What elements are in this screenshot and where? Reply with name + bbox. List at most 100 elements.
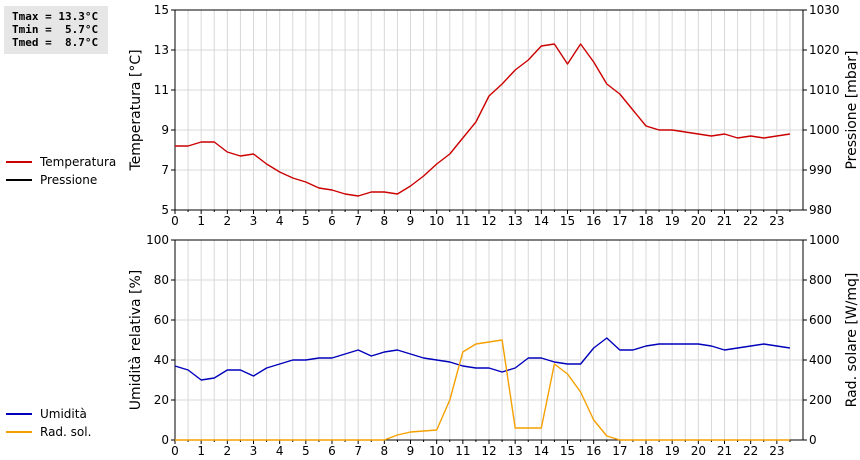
x-tick-label: 7 (354, 444, 362, 458)
y-tick-label: 80 (154, 273, 169, 287)
x-tick-label: 22 (743, 214, 758, 228)
top-legend: Temperatura Pressione (6, 153, 116, 189)
tmed-stat: Tmed = 8.7°C (12, 36, 99, 49)
temperature-swatch (6, 161, 32, 163)
humidity-swatch (6, 413, 32, 415)
y-tick-label: 9 (161, 123, 169, 137)
legend-item-pressione: Pressione (6, 171, 116, 189)
x-tick-label: 23 (769, 214, 784, 228)
y-tick-label: 0 (161, 433, 169, 447)
temperature-stats-box: Tmax = 13.3°C Tmin = 5.7°C Tmed = 8.7°C (4, 6, 108, 54)
x-tick-label: 18 (638, 444, 653, 458)
y-tick-label: 40 (154, 353, 169, 367)
x-tick-label: 0 (171, 444, 179, 458)
series-line-rad-sol (175, 339, 790, 441)
x-tick-label: 2 (224, 444, 232, 458)
x-tick-label: 19 (665, 214, 680, 228)
y2-tick-label: 800 (809, 273, 832, 287)
x-tick-label: 16 (586, 214, 601, 228)
y-tick-label: 100 (146, 233, 169, 247)
x-tick-label: 11 (455, 444, 470, 458)
y-tick-label: 15 (154, 3, 169, 17)
y-tick-label: 13 (154, 43, 169, 57)
pressure-swatch (6, 179, 32, 181)
x-tick-label: 13 (508, 214, 523, 228)
x-tick-label: 17 (612, 214, 627, 228)
x-tick-label: 6 (328, 444, 336, 458)
x-tick-label: 20 (691, 444, 706, 458)
tmax-stat: Tmax = 13.3°C (12, 10, 99, 23)
top-chart: 0 1 2 3 4 5 6 7 8 9 10 11 12 13 14 15 16 17 18 19 20 21 22 2357… (128, 3, 860, 228)
y2-tick-label: 990 (809, 163, 832, 177)
y2-tick-label: 980 (809, 203, 832, 217)
legend-label-temperatura: Temperatura (40, 155, 117, 169)
x-tick-label: 12 (481, 214, 496, 228)
x-tick-label: 0 (171, 214, 179, 228)
x-tick-label: 14 (534, 214, 549, 228)
x-tick-label: 12 (481, 444, 496, 458)
x-tick-label: 1 (197, 444, 205, 458)
x-tick-label: 15 (560, 214, 575, 228)
tmin-stat: Tmin = 5.7°C (12, 23, 99, 36)
y-tick-label: 60 (154, 313, 169, 327)
y-axis-title: Temperatura [°C] (128, 49, 144, 171)
x-tick-label: 8 (381, 214, 389, 228)
x-tick-label: 4 (276, 444, 284, 458)
x-tick-label: 7 (354, 214, 362, 228)
y2-tick-label: 600 (809, 313, 832, 327)
y2-axis-title: Rad. solare [W/mq] (844, 273, 860, 408)
x-tick-label: 20 (691, 214, 706, 228)
x-tick-label: 2 (224, 214, 232, 228)
x-tick-label: 9 (407, 444, 415, 458)
y2-axis-title: Pressione [mbar] (844, 50, 860, 169)
y2-tick-label: 1030 (809, 3, 840, 17)
x-tick-label: 22 (743, 444, 758, 458)
bottom-legend: Umidità Rad. sol. (6, 405, 91, 441)
legend-item-umidita: Umidità (6, 405, 91, 423)
series-line-temperatura (175, 43, 791, 197)
series-line-umidit (174, 337, 791, 381)
x-tick-label: 5 (302, 214, 310, 228)
bottom-chart: 0 1 2 3 4 5 6 7 8 9 10 11 12 13 14 15 16 17 18 19 20 21 22 2302… (128, 233, 860, 458)
x-tick-label: 15 (560, 444, 575, 458)
y2-tick-label: 400 (809, 353, 832, 367)
x-tick-label: 4 (276, 214, 284, 228)
y2-tick-label: 0 (809, 433, 817, 447)
y-tick-label: 20 (154, 393, 169, 407)
legend-label-rad-sol: Rad. sol. (40, 425, 92, 439)
x-tick-label: 3 (250, 444, 258, 458)
y-tick-label: 5 (161, 203, 169, 217)
legend-label-umidita: Umidità (40, 407, 87, 421)
x-tick-label: 10 (429, 214, 444, 228)
x-tick-label: 23 (769, 444, 784, 458)
x-tick-label: 19 (665, 444, 680, 458)
x-tick-label: 6 (328, 214, 336, 228)
y2-tick-label: 1020 (809, 43, 840, 57)
y-axis-title: Umidità relativa [%] (128, 270, 144, 411)
y2-tick-label: 200 (809, 393, 832, 407)
x-tick-label: 1 (197, 214, 205, 228)
x-tick-label: 10 (429, 444, 444, 458)
radiation-swatch (6, 431, 32, 433)
x-tick-label: 8 (381, 444, 389, 458)
x-tick-label: 9 (407, 214, 415, 228)
legend-item-temperatura: Temperatura (6, 153, 116, 171)
y-tick-label: 7 (161, 163, 169, 177)
y-tick-label: 11 (154, 83, 169, 97)
legend-item-rad-sol: Rad. sol. (6, 423, 91, 441)
x-tick-label: 13 (508, 444, 523, 458)
x-tick-label: 21 (717, 444, 732, 458)
x-tick-label: 17 (612, 444, 627, 458)
x-tick-label: 14 (534, 444, 549, 458)
y2-tick-label: 1010 (809, 83, 840, 97)
legend-label-pressione: Pressione (40, 173, 98, 187)
x-tick-label: 18 (638, 214, 653, 228)
y2-tick-label: 1000 (809, 123, 840, 137)
x-tick-label: 11 (455, 214, 470, 228)
x-tick-label: 5 (302, 444, 310, 458)
y2-tick-label: 1000 (809, 233, 840, 247)
x-tick-label: 21 (717, 214, 732, 228)
x-tick-label: 16 (586, 444, 601, 458)
x-tick-label: 3 (250, 214, 258, 228)
